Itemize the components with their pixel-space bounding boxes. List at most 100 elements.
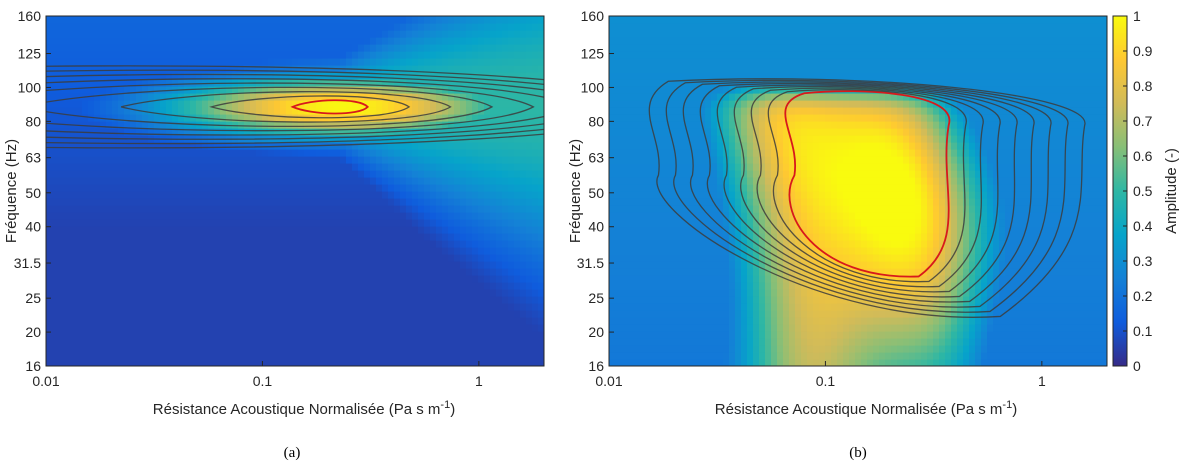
heatmap-cell	[178, 275, 185, 283]
heatmap-cell	[298, 233, 305, 241]
heatmap-cell	[250, 331, 257, 339]
heatmap-cell	[136, 58, 143, 66]
heatmap-cell	[280, 338, 287, 346]
heatmap-cell	[358, 352, 365, 360]
heatmap-cell	[382, 240, 389, 248]
heatmap-cell	[621, 37, 628, 45]
heatmap-cell	[76, 149, 83, 157]
heatmap-cell	[538, 170, 544, 178]
heatmap-cell	[154, 93, 161, 101]
heatmap-cell	[94, 268, 101, 276]
heatmap-cell	[70, 212, 77, 220]
heatmap-cell	[657, 352, 664, 360]
heatmap-cell	[82, 170, 89, 178]
heatmap-cell	[699, 303, 706, 311]
heatmap-cell	[418, 324, 425, 332]
heatmap-cell	[358, 198, 365, 206]
heatmap-cell	[298, 268, 305, 276]
heatmap-cell	[310, 352, 317, 360]
heatmap-cell	[382, 16, 389, 24]
heatmap-cell	[340, 170, 347, 178]
heatmap-cell	[328, 121, 335, 129]
heatmap-cell	[106, 114, 113, 122]
heatmap-cell	[208, 261, 215, 269]
heatmap-cell	[400, 296, 407, 304]
heatmap-cell	[202, 338, 209, 346]
heatmap-cell	[418, 282, 425, 290]
heatmap-cell	[358, 23, 365, 31]
heatmap-cell	[358, 282, 365, 290]
heatmap-cell	[430, 331, 437, 339]
heatmap-cell	[154, 233, 161, 241]
heatmap-cell	[52, 261, 59, 269]
heatmap-cell	[106, 268, 113, 276]
heatmap-cell	[268, 58, 275, 66]
heatmap-cell	[472, 219, 479, 227]
heatmap-cell	[502, 212, 509, 220]
heatmap-cell	[298, 240, 305, 248]
heatmap-cell	[526, 51, 533, 59]
heatmap-cell	[388, 303, 395, 311]
heatmap-cell	[424, 86, 431, 94]
heatmap-cell	[298, 37, 305, 45]
heatmap-cell	[82, 296, 89, 304]
heatmap-cell	[82, 142, 89, 150]
heatmap-cell	[52, 282, 59, 290]
heatmap-cell	[52, 275, 59, 283]
heatmap-cell	[442, 23, 449, 31]
heatmap-cell	[633, 16, 640, 24]
heatmap-cell	[58, 275, 65, 283]
heatmap-cell	[472, 352, 479, 360]
heatmap-cell	[244, 345, 251, 353]
heatmap-cell	[232, 51, 239, 59]
heatmap-cell	[292, 338, 299, 346]
heatmap-cell	[418, 86, 425, 94]
heatmap-cell	[382, 317, 389, 325]
heatmap-cell	[346, 331, 353, 339]
heatmap-cell	[681, 149, 688, 157]
heatmap-cell	[220, 296, 227, 304]
heatmap-cell	[663, 177, 670, 185]
heatmap-cell	[274, 212, 281, 220]
contour-line	[120, 91, 452, 123]
heatmap-cell	[639, 317, 646, 325]
heatmap-cell	[220, 128, 227, 136]
y-tick-label: 80	[25, 113, 41, 129]
heatmap-cell	[520, 149, 527, 157]
heatmap-cell	[118, 352, 125, 360]
heatmap-cell	[244, 128, 251, 136]
heatmap-cell	[244, 142, 251, 150]
heatmap-cell	[250, 198, 257, 206]
heatmap-cell	[304, 51, 311, 59]
heatmap-cell	[454, 79, 461, 87]
heatmap-cell	[244, 100, 251, 108]
heatmap-cell	[478, 359, 485, 366]
heatmap-cell	[154, 303, 161, 311]
heatmap-cell	[627, 121, 634, 129]
heatmap-cell	[82, 331, 89, 339]
heatmap-cell	[208, 37, 215, 45]
heatmap-cell	[304, 58, 311, 66]
heatmap-cell	[106, 79, 113, 87]
heatmap-cell	[328, 212, 335, 220]
heatmap-cell	[621, 114, 628, 122]
heatmap-cell	[460, 86, 467, 94]
heatmap-cell	[669, 247, 676, 255]
heatmap-cell	[394, 37, 401, 45]
heatmap-cell	[472, 30, 479, 38]
heatmap-cell	[687, 93, 694, 101]
heatmap-cell	[466, 100, 473, 108]
heatmap-cell	[699, 170, 706, 178]
heatmap-cell	[124, 268, 131, 276]
heatmap-cell	[675, 65, 682, 73]
heatmap-cell	[364, 275, 371, 283]
heatmap-cell	[160, 58, 167, 66]
heatmap-cell	[388, 359, 395, 366]
heatmap-cell	[352, 247, 359, 255]
heatmap-cell	[406, 44, 413, 52]
heatmap-cell	[615, 135, 622, 143]
heatmap-cell	[160, 254, 167, 262]
heatmap-cell	[322, 303, 329, 311]
heatmap-cell	[639, 310, 646, 318]
heatmap-cell	[130, 114, 137, 122]
